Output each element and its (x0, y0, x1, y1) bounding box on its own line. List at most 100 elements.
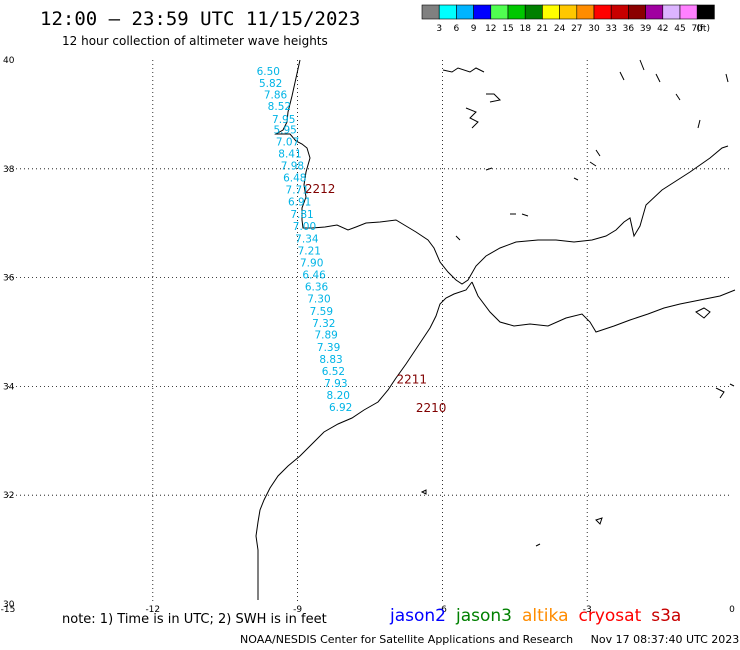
credit-line: NOAA/NESDIS Center for Satellite Applica… (240, 633, 739, 646)
wave-height-value: 6.50 (257, 66, 280, 78)
coastline (255, 59, 736, 600)
lat-tick-label: 38 (3, 165, 15, 175)
coast-north-africa (471, 281, 736, 333)
lon-tick-label: -12 (145, 605, 160, 615)
cycle-labels: 2212 2211 2210 (305, 182, 447, 415)
legend-swatch (456, 4, 474, 20)
wave-height-value: 7.98 (281, 161, 304, 173)
coast-portugal (274, 59, 729, 285)
legend-swatch (438, 4, 457, 20)
lat-lon-grid (8, 60, 732, 604)
map-subtitle: 12 hour collection of altimeter wave hei… (62, 34, 328, 48)
island-1 (465, 107, 479, 129)
wave-height-value: 7.90 (300, 257, 323, 269)
lon-tick-label: -6 (438, 605, 447, 615)
wave-height-value: 7.21 (298, 245, 321, 257)
timestamp-text: Nov 17 08:37:40 UTC 2023 (590, 633, 740, 646)
credit-text: NOAA/NESDIS Center for Satellite Applica… (240, 633, 574, 646)
legend-unit: (ft) (696, 24, 710, 34)
satellite-legend: jason2 jason3 altika cryosat s3a (390, 606, 691, 626)
lat-tick-label: 40 (3, 56, 15, 66)
legend-label: 6 (454, 24, 460, 34)
lon-tick-label: -15 (1, 605, 16, 615)
lat-tick-label: 34 (3, 382, 15, 392)
legend-swatch (696, 4, 715, 20)
wave-height-value: 5.82 (259, 78, 282, 90)
legend-swatch (473, 4, 492, 20)
island-5 (455, 167, 579, 241)
legend-swatch (524, 4, 543, 20)
legend-label: 24 (554, 24, 566, 34)
wave-height-value: 7.95 (272, 114, 295, 126)
wave-height-value: 8.41 (278, 149, 301, 161)
legend-label: 18 (519, 24, 531, 34)
coast-spain-north (442, 67, 485, 73)
island-7 (715, 383, 735, 399)
legend-label: 45 (674, 24, 685, 34)
legend-label: 15 (502, 24, 513, 34)
island-8 (420, 489, 603, 547)
legend-swatch (645, 4, 664, 20)
wave-height-value: 6.92 (329, 402, 352, 414)
legend-swatch (679, 4, 698, 20)
wave-height-value: 7.39 (317, 342, 340, 354)
island-4 (589, 149, 601, 167)
note-text: note: 1) Time is in UTC; 2) SWH is in fe… (62, 612, 327, 627)
legend-swatch (576, 4, 595, 20)
lat-tick-label: 36 (3, 274, 15, 284)
wave-height-value: 8.83 (319, 354, 342, 366)
wave-height-value: 6.46 (302, 269, 326, 281)
legend-swatch (593, 4, 612, 20)
legend-label: 12 (485, 24, 496, 34)
altimeter-track: 6.505.827.868.527.955.957.078.417.986.48… (257, 66, 353, 414)
legend-swatch (507, 4, 526, 20)
wave-height-value: 6.52 (322, 366, 345, 378)
legend-label: 70 (691, 24, 703, 34)
legend-label: 27 (571, 24, 582, 34)
wave-height-value: 7.07 (276, 137, 299, 149)
legend-swatch (628, 4, 646, 20)
axis-tick-labels: -15 -12 -9 -6 -3 0 40 38 36 34 32 30 (1, 56, 735, 615)
legend-swatch (490, 4, 509, 20)
wave-height-value: 8.52 (268, 101, 291, 113)
island-3 (510, 213, 529, 217)
legend-label: 21 (537, 24, 548, 34)
legend-swatch (421, 4, 440, 20)
legend-swatch (559, 4, 578, 20)
cycle-label: 2210 (416, 401, 447, 415)
wave-height-value: 7.59 (310, 306, 333, 318)
wave-height-value: 7.32 (312, 318, 335, 330)
wave-height-value: 6.36 (305, 281, 329, 293)
lon-tick-label: 0 (729, 605, 735, 615)
wave-height-value: 7.00 (293, 221, 316, 233)
wave-height-value: 7.81 (290, 209, 313, 221)
legend-label: 42 (657, 24, 668, 34)
legend-label: 39 (640, 24, 652, 34)
legend-label: 36 (623, 24, 635, 34)
wave-height-value: 7.30 (307, 293, 330, 305)
satellite-cryosat: cryosat (578, 606, 642, 626)
coast-iberia-east (619, 59, 729, 129)
wave-height-value: 6.48 (283, 173, 306, 185)
wave-height-value: 7.89 (314, 330, 337, 342)
satellite-altika: altika (522, 606, 569, 626)
satellite-s3a: s3a (651, 606, 682, 626)
wave-height-value: 8.20 (327, 390, 350, 402)
cycle-label: 2211 (397, 372, 428, 386)
wave-height-value: 7.86 (264, 89, 288, 101)
wave-height-value: 7.93 (324, 378, 347, 390)
island-2 (486, 93, 502, 103)
legend-swatch (610, 4, 629, 20)
legend-swatch (662, 4, 681, 20)
lon-tick-label: -3 (583, 605, 592, 615)
color-legend: 3 6 9 12 15 18 21 24 27 30 33 36 39 42 45 70(ft) (421, 4, 715, 34)
wave-height-value: 5.95 (273, 125, 296, 137)
wave-height-value: 6.91 (288, 196, 311, 208)
legend-label: 33 (605, 24, 616, 34)
satellite-jason2: jason2 (390, 606, 446, 626)
legend-label: 30 (588, 24, 600, 34)
wave-height-value: 7.34 (295, 233, 319, 245)
legend-label: 9 (471, 24, 477, 34)
lon-tick-label: -9 (293, 605, 302, 615)
